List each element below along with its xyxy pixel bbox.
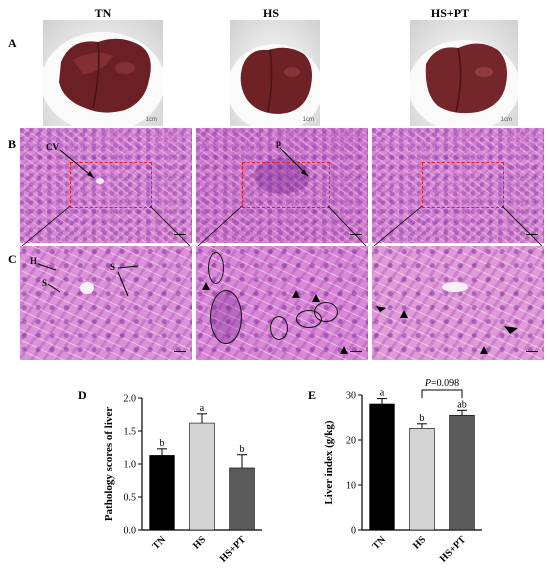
chart-pathology-scores: 0.0 0.5 1.0 1.5 2.0 Pathology scores of liver…	[103, 394, 262, 565]
inflammatory-focus	[254, 158, 310, 194]
chart-e-ytick-label: 0	[351, 526, 356, 537]
p-arrow	[279, 147, 309, 177]
photo-scale-text-tn: 1cm	[145, 117, 157, 123]
chart-e-significance-letter: ab	[457, 399, 466, 410]
annotation-s-1: S	[42, 278, 48, 288]
liver-photo-hs-pt-image	[410, 40, 518, 126]
zoom-region-box-hs-pt	[422, 162, 504, 208]
chart-e-bar	[409, 427, 435, 531]
chart-d-bar	[229, 467, 255, 531]
annotation-h: H	[30, 256, 38, 266]
scale-bar-c-hs	[350, 351, 362, 352]
histology-b-hs: p	[196, 128, 368, 243]
liver-photo-tn-image	[43, 32, 163, 126]
chart-d-ytick-label: 2.0	[124, 394, 137, 405]
annotation-cv: CV	[46, 142, 59, 152]
chart-e-category-label: HS	[411, 534, 429, 552]
zoom-connector-lines	[21, 205, 543, 247]
chart-d-bar	[149, 455, 175, 531]
liver-photo-hs-image	[230, 44, 320, 126]
col-header-tn: TN	[94, 6, 112, 20]
lesion-markers-hs	[202, 282, 348, 354]
chart-d-bar	[189, 422, 215, 531]
scale-bar-c-tn	[174, 351, 186, 352]
scale-bar-b-hs-pt	[526, 234, 538, 235]
chart-e-ytick-label: 20	[346, 436, 356, 447]
infiltration-circle-5	[314, 302, 338, 322]
hepatocyte-arrows	[37, 263, 139, 297]
zoom-region-box-tn	[70, 162, 152, 208]
central-vein-zoom	[80, 282, 94, 294]
liver-photo-tn: 1cm	[43, 20, 163, 126]
chart-e-category-label: TN	[371, 534, 389, 552]
panel-label-e: E	[308, 388, 317, 402]
cv-arrow	[59, 149, 95, 179]
sinusoid-zoom	[442, 282, 468, 292]
scale-bar-b-hs	[350, 234, 362, 235]
chart-liver-index: 0 10 20 30 Liver index (g/kg) a TN b HS ab HS+PT P=…	[323, 378, 482, 565]
zoom-region-box-hs	[242, 162, 330, 208]
row-label-b: B	[8, 137, 17, 151]
photo-scale-text-hs: 1cm	[302, 117, 314, 123]
annotation-s-2: S	[110, 262, 116, 272]
histology-c-tn: H S S	[20, 246, 192, 360]
scale-bar-b-tn	[174, 234, 186, 235]
lesion-markers-hs-pt	[376, 306, 518, 354]
col-header-hs-pt: HS+PT	[430, 6, 470, 20]
chart-e-bar	[369, 403, 395, 531]
chart-e-significance-letter: a	[380, 388, 385, 399]
photo-scale-text-hs-pt: 1cm	[500, 117, 512, 123]
panel-label-d: D	[78, 388, 87, 402]
histology-c-hs-pt	[372, 246, 544, 360]
liver-photo-hs: 1cm	[230, 20, 320, 126]
chart-d-ytick-label: 0.5	[124, 493, 137, 504]
chart-d-significance-letter: a	[200, 403, 205, 414]
chart-d-ytick-label: 1.0	[124, 460, 137, 471]
liver-photo-hs-pt: 1cm	[410, 20, 518, 126]
chart-d-significance-letter: b	[240, 444, 245, 455]
chart-e-ytick-label: 30	[346, 391, 356, 402]
infiltration-circle-2	[210, 290, 242, 344]
chart-e-significance-letter: b	[420, 413, 425, 424]
comparison-p-value: P=0.098	[424, 378, 459, 389]
chart-e-ytick-label: 10	[346, 481, 356, 492]
histology-c-hs	[196, 246, 368, 360]
annotation-p: p	[276, 138, 282, 148]
comparison-bracket	[421, 389, 463, 398]
chart-d-category-label: HS+PT	[218, 534, 249, 565]
row-label-c: C	[8, 252, 17, 266]
chart-e-category-label: HS+PT	[438, 534, 469, 565]
chart-e-y-axis-label: Liver index (g/kg)	[323, 420, 335, 504]
chart-d-ytick-label: 0.0	[124, 526, 137, 537]
chart-e-bar	[449, 414, 475, 531]
chart-d-significance-letter: b	[160, 438, 165, 449]
col-header-hs: HS	[262, 6, 279, 20]
central-vein	[96, 178, 104, 184]
chart-d-ytick-label: 1.5	[124, 427, 137, 438]
infiltration-circle-3	[270, 316, 288, 340]
chart-d-category-label: HS	[191, 534, 209, 552]
infiltration-circle-1	[208, 252, 224, 284]
histology-b-hs-pt	[372, 128, 544, 243]
chart-d-y-axis-label: Pathology scores of liver	[103, 407, 115, 521]
scale-bar-c-hs-pt	[526, 351, 538, 352]
row-label-a: A	[8, 36, 17, 50]
chart-d-category-label: TN	[151, 534, 169, 552]
